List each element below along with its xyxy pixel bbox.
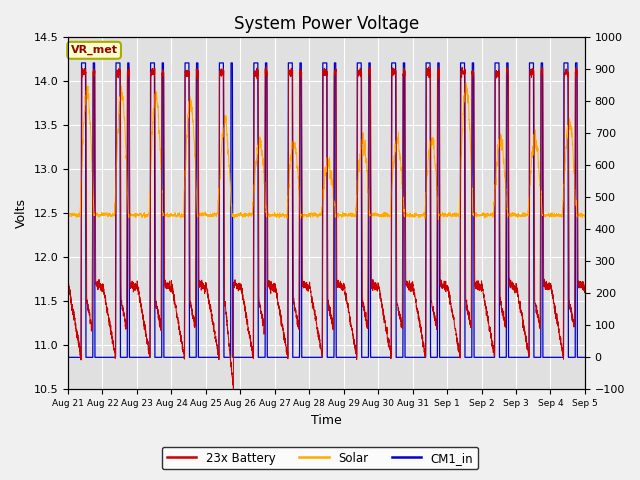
Legend: 23x Battery, Solar, CM1_in: 23x Battery, Solar, CM1_in	[162, 447, 478, 469]
Line: CM1_in: CM1_in	[68, 63, 585, 357]
CM1_in	[307, 354, 315, 360]
CM1_in	[64, 354, 72, 360]
23x Battery	[413, 311, 421, 316]
Title: System Power Voltage: System Power Voltage	[234, 15, 419, 33]
X-axis label: Time: Time	[311, 414, 342, 427]
Solar	[413, 212, 421, 217]
Solar	[157, 163, 164, 169]
CM1_in	[472, 354, 479, 360]
Solar	[580, 213, 588, 218]
CM1_in	[157, 354, 165, 360]
Line: 23x Battery: 23x Battery	[68, 66, 585, 390]
23x Battery	[157, 327, 164, 333]
Solar	[581, 214, 589, 219]
23x Battery	[472, 279, 479, 285]
Solar	[307, 212, 315, 218]
Solar	[64, 214, 72, 219]
CM1_in	[580, 354, 588, 360]
CM1_in	[442, 354, 450, 360]
23x Battery	[230, 387, 237, 393]
23x Battery	[581, 281, 589, 287]
Y-axis label: Volts: Volts	[15, 198, 28, 228]
CM1_in	[413, 354, 421, 360]
23x Battery	[580, 288, 588, 293]
23x Battery	[262, 63, 270, 69]
CM1_in	[77, 60, 85, 66]
Solar	[472, 213, 479, 219]
Solar	[442, 213, 450, 218]
23x Battery	[442, 286, 450, 291]
Line: Solar: Solar	[68, 83, 585, 220]
Solar	[435, 217, 442, 223]
Solar	[462, 80, 470, 85]
23x Battery	[307, 294, 315, 300]
CM1_in	[581, 354, 589, 360]
23x Battery	[64, 283, 72, 289]
Text: VR_met: VR_met	[70, 45, 118, 55]
